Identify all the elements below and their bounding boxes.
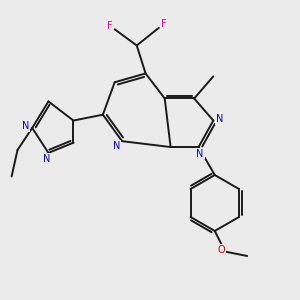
Text: F: F: [106, 21, 112, 31]
Text: F: F: [161, 19, 167, 29]
Text: O: O: [218, 245, 225, 255]
Text: N: N: [43, 154, 51, 164]
Text: N: N: [196, 148, 204, 158]
Text: N: N: [216, 114, 224, 124]
Text: N: N: [22, 122, 29, 131]
Text: N: N: [113, 141, 120, 151]
